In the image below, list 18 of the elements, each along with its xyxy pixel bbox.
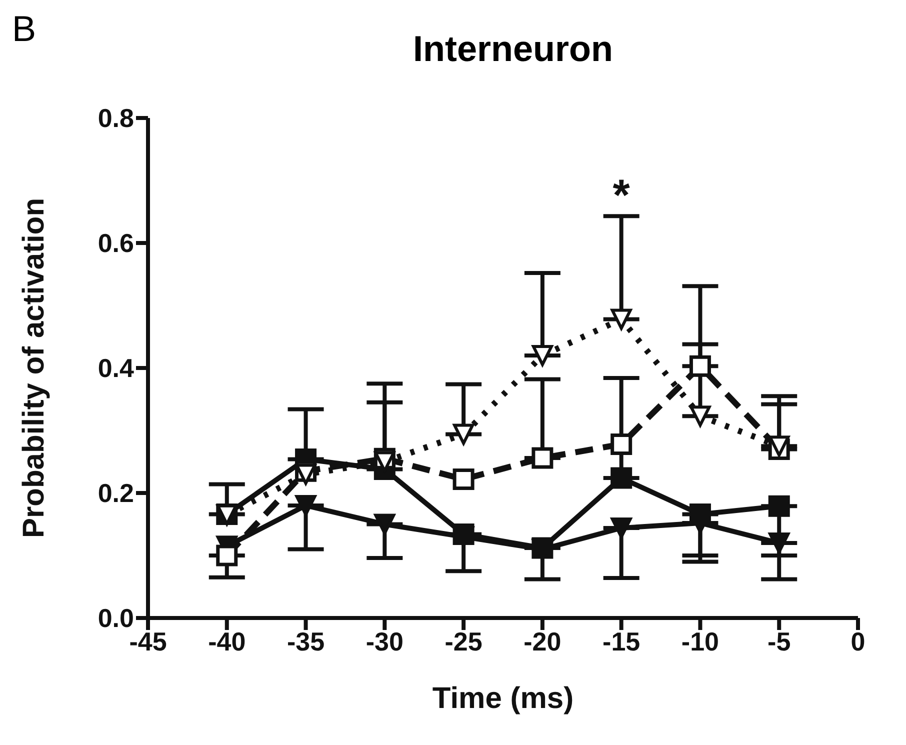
x-tick-label: -10 xyxy=(681,626,720,656)
x-tick-label: -40 xyxy=(208,626,246,656)
chart-title: Interneuron xyxy=(412,28,614,70)
x-tick-label: -15 xyxy=(602,626,640,656)
text: B xyxy=(12,8,36,50)
y-axis-title: Probability of activation xyxy=(18,198,51,538)
data-label: * xyxy=(612,171,631,220)
y-tick-label: 0.6 xyxy=(98,228,134,258)
x-tick-label: -5 xyxy=(768,626,791,656)
y-tick-label: 0.2 xyxy=(98,478,134,508)
y-tick-label: 0.8 xyxy=(98,103,134,134)
x-axis-title: Time (ms) xyxy=(432,682,574,715)
x-tick-label: -25 xyxy=(444,626,482,656)
y-tick-label: 0.4 xyxy=(98,353,135,384)
x-tick-label: -20 xyxy=(524,626,562,656)
x-tick-label: -35 xyxy=(286,626,325,656)
x-tick-label: -30 xyxy=(366,626,404,656)
x-tick-label: 0 xyxy=(850,626,866,656)
